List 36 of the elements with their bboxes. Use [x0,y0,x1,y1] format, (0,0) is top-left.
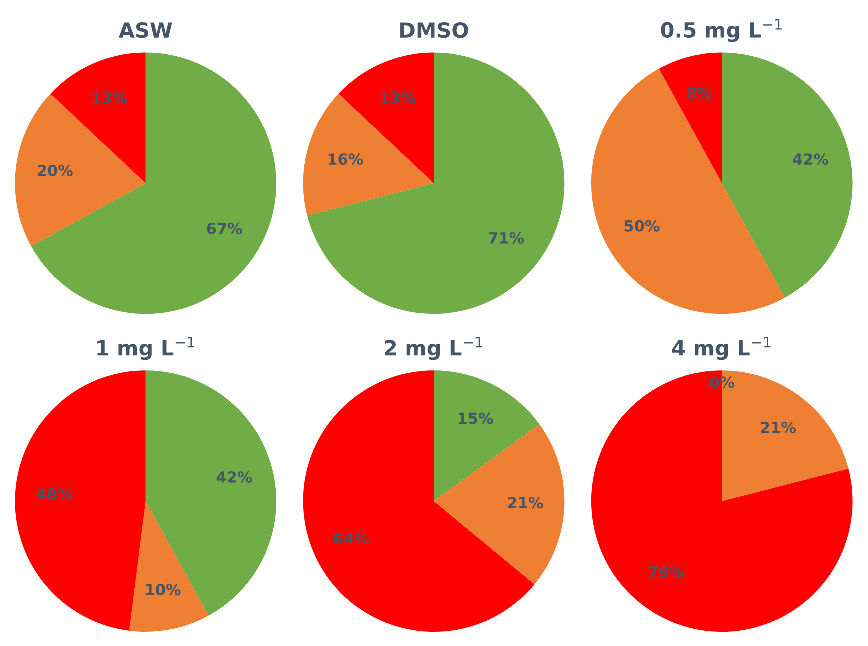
data-label: 21% [508,497,544,509]
pie-slice [307,52,565,314]
data-label: 20% [38,164,73,176]
data-label: 15% [458,412,494,424]
pie-slice [15,94,146,246]
data-label: 48% [36,488,72,500]
pie-slice [659,52,722,184]
data-label: 16% [328,154,364,166]
data-label: 42% [793,154,829,166]
chart-title: 0.5 mg L$^{−1}$ [661,19,782,42]
chart-title: 1 mg L$^{−1}$ [98,337,195,360]
data-label: 64% [334,533,370,545]
pie-slice [591,370,853,632]
data-label: 50% [624,220,660,232]
pie-slice [146,370,277,616]
data-label: 13% [381,92,416,104]
chart-title: 4 mg L$^{−1}$ [672,337,771,360]
chart-title: DMSO [400,22,468,38]
pie-slice [434,424,565,585]
data-label: 10% [146,584,181,596]
data-label: 42% [216,471,252,484]
data-label: 79% [648,566,684,578]
text: 0% [710,376,735,388]
data-label: 21% [761,422,796,434]
data-label: 8% [687,88,712,100]
pie-slice [722,52,853,298]
data-label: 13% [92,92,128,104]
chart-title: 2 mg L$^{−1}$ [385,337,483,360]
pie-slice [31,52,277,314]
chart-title: ASW [118,22,172,38]
data-label: 67% [207,222,242,234]
data-label: 71% [489,232,524,244]
pie-slice [130,501,209,632]
pie-slice [591,68,786,314]
pie-slice [303,94,434,216]
pie-slice [15,370,146,631]
